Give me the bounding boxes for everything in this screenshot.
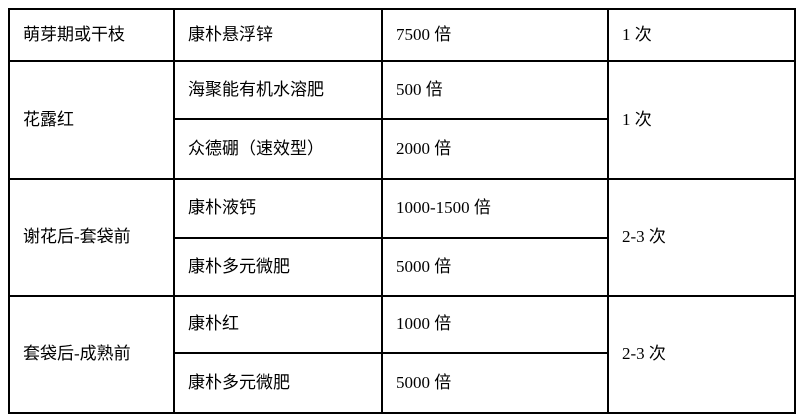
product-cell: 康朴多元微肥 (173, 237, 383, 297)
stage-cell: 萌芽期或干枝 (8, 8, 175, 62)
table-row: 众德硼（速效型） 2000 倍 (9, 118, 795, 180)
times-cell: 1 次 (607, 8, 796, 62)
product-cell: 康朴红 (173, 295, 383, 354)
times-cell: 2-3 次 (607, 295, 796, 414)
product-cell: 海聚能有机水溶肥 (173, 60, 383, 120)
product-cell: 康朴多元微肥 (173, 352, 383, 414)
stage-cell: 花露红 (8, 60, 175, 180)
stage-cell: 谢花后-套袋前 (8, 178, 175, 297)
table-row: 花露红 海聚能有机水溶肥 500 倍 1 次 (8, 60, 796, 180)
table-row: 套袋后-成熟前 康朴红 1000 倍 2-3 次 (8, 295, 796, 414)
table-row: 康朴多元微肥 5000 倍 (9, 237, 795, 297)
rate-cell: 1000-1500 倍 (381, 178, 609, 239)
table-row: 萌芽期或干枝 康朴悬浮锌 7500 倍 1 次 (8, 8, 796, 62)
times-cell: 2-3 次 (607, 178, 796, 297)
rate-cell: 1000 倍 (381, 295, 609, 354)
rate-cell: 500 倍 (381, 60, 609, 120)
rate-cell: 7500 倍 (381, 8, 609, 62)
product-cell: 众德硼（速效型） (173, 118, 383, 180)
rate-cell: 5000 倍 (381, 352, 609, 414)
product-cell: 康朴液钙 (173, 178, 383, 239)
stage-cell: 套袋后-成熟前 (8, 295, 175, 414)
product-cell: 康朴悬浮锌 (173, 8, 383, 62)
rate-cell: 5000 倍 (381, 237, 609, 297)
fertilizer-schedule-table: 萌芽期或干枝 康朴悬浮锌 7500 倍 1 次 花露红 海聚能有机水溶肥 500… (8, 8, 796, 414)
times-cell: 1 次 (607, 60, 796, 180)
rate-cell: 2000 倍 (381, 118, 609, 180)
table-row: 康朴多元微肥 5000 倍 (9, 352, 795, 414)
table-row: 谢花后-套袋前 康朴液钙 1000-1500 倍 2-3 次 (8, 178, 796, 297)
